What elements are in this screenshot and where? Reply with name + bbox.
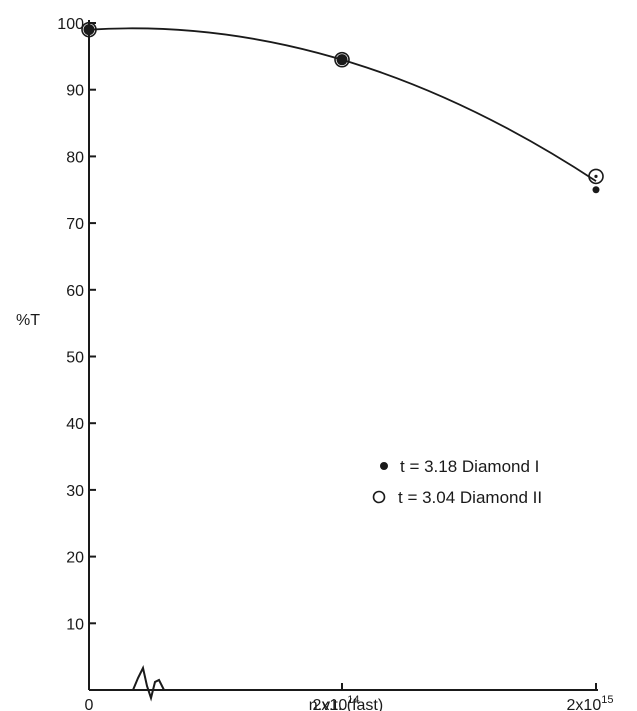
fit-curve: [88, 27, 597, 182]
point-diamond-ii: [334, 51, 350, 68]
legend-label-diamond-i: t = 3.18 Diamond I: [400, 457, 539, 476]
y-tick-label: 100: [57, 16, 84, 33]
data-points: [81, 21, 604, 194]
y-tick-label: 30: [66, 483, 84, 500]
y-tick-label: 40: [66, 416, 84, 433]
legend-label-diamond-ii: t = 3.04 Diamond II: [398, 488, 542, 507]
legend-marker-filled: [380, 462, 388, 470]
y-ticks: 10 20 30 40 50 60 70 80 90 100: [57, 16, 96, 633]
point-diamond-i: [83, 24, 95, 36]
y-axis-label: %T: [16, 312, 40, 329]
point-diamond-i: [592, 186, 600, 194]
point-diamond-ii: [81, 21, 97, 38]
x-axis-label: n.v.t. (fast): [309, 697, 383, 711]
x-tick-label: 0: [85, 697, 94, 711]
axis-break-symbol: [128, 665, 171, 702]
point-diamond-i: [336, 54, 348, 66]
legend-marker-open: [372, 490, 386, 504]
x-ticks: 0 2x1014 2x1015: [85, 683, 614, 711]
point-diamond-ii-center: [594, 174, 598, 179]
x-tick-label: 2x1015: [567, 694, 614, 711]
x-tick-label: 2x1014: [313, 694, 360, 711]
y-tick-label: 70: [66, 216, 84, 233]
y-tick-label: 20: [66, 550, 84, 567]
y-tick-label: 90: [66, 83, 84, 100]
y-tick-label: 10: [66, 616, 84, 633]
y-tick-label: 60: [66, 283, 84, 300]
legend: t = 3.18 Diamond I t = 3.04 Diamond II: [372, 457, 542, 507]
point-diamond-ii: [588, 168, 604, 185]
y-tick-label: 80: [66, 149, 84, 166]
y-tick-label: 50: [66, 350, 84, 367]
